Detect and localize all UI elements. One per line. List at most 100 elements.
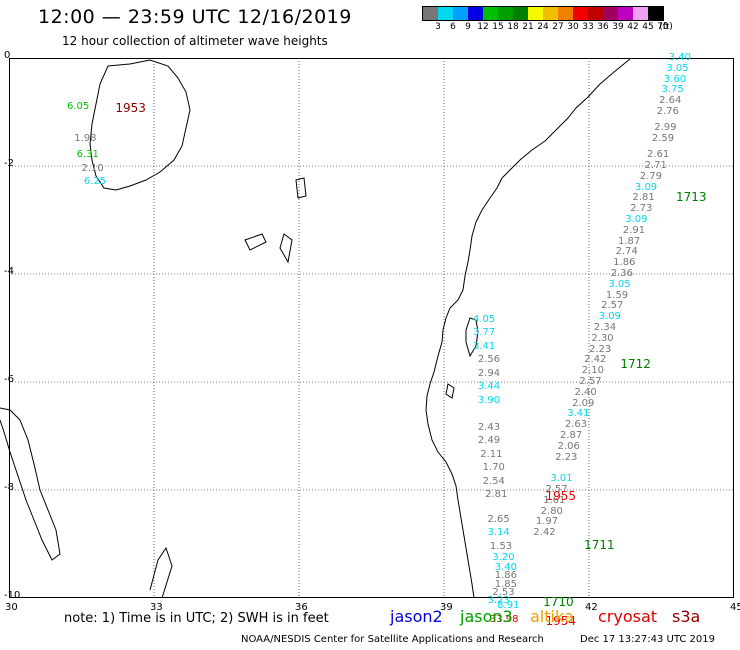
wave-height-value: 2.40: [574, 386, 597, 398]
wave-height-value: 3.40: [668, 52, 692, 63]
lake-manyara: [279, 233, 293, 264]
wave-height-value: 3.09: [625, 214, 648, 225]
lake-eyasi: [244, 233, 267, 251]
colorbar-swatch: [528, 7, 543, 20]
wave-height-value: 2.34: [593, 322, 617, 333]
wave-height-value: 2.61: [647, 149, 670, 161]
lat-tick-label: -10: [4, 590, 21, 601]
colorbar-swatch: [468, 7, 483, 20]
wave-height-value: 3.05: [666, 62, 689, 74]
wave-height-value: 2.43: [477, 421, 501, 433]
colorbar-swatch: [423, 7, 438, 20]
wave-height-value: 2.10: [581, 365, 605, 377]
pass-time-label: 1955: [545, 489, 577, 504]
wave-height-value: 2.71: [644, 160, 667, 171]
colorbar-swatch: [603, 7, 618, 20]
wave-height-value: 2.65: [487, 513, 510, 525]
wave-height-value: 6.05: [67, 100, 90, 112]
colorbar-swatch: [633, 7, 648, 20]
wave-height-value: 2.94: [477, 367, 501, 379]
satellite-cryosat: cryosat: [598, 607, 658, 626]
colorbar-swatch: [573, 7, 588, 20]
colorbar-label: 18: [507, 22, 519, 32]
colorbar-swatch: [453, 7, 468, 20]
colorbar-label: 27: [552, 22, 564, 32]
wave-height-value: 3.60: [663, 73, 687, 85]
lon-tick-label: 36: [295, 602, 308, 613]
wave-height-value: 2.57: [545, 484, 568, 495]
wave-height-value: 33.98: [489, 613, 519, 625]
colorbar-label: 36: [597, 22, 609, 32]
pass-time-label: 1954: [545, 613, 577, 628]
wave-height-value: 1.97: [535, 516, 559, 528]
pass-time-label: 1711: [584, 538, 615, 552]
wave-height-value: 1.98: [74, 133, 97, 144]
wave-height-value: 3.90: [477, 394, 501, 406]
wave-height-value: 2.42: [584, 354, 607, 366]
wave-height-value: 2.79: [639, 170, 663, 182]
pass-time-label: 1713: [676, 189, 707, 204]
colorbar-label: 12: [477, 22, 489, 32]
wave-height-value: 2.36: [610, 268, 634, 279]
wave-height-value: 2.10: [81, 162, 104, 174]
colorbar-swatch: [588, 7, 603, 20]
wave-height-value: 2.42: [533, 527, 556, 539]
colorbar-label: 30: [567, 22, 579, 32]
wave-height-value: 4.05: [473, 313, 496, 325]
wave-height-value: 3.41: [567, 408, 590, 420]
colorbar-swatch: [483, 7, 498, 20]
wave-height-value: 2.73: [630, 203, 653, 215]
wave-height-value: 1.87: [618, 235, 641, 247]
legend-note: note: 1) Time is in UTC; 2) SWH is in fe…: [64, 611, 329, 626]
colorbar-label: 21: [522, 22, 534, 32]
lake-tanganyika: [0, 407, 61, 561]
colorbar-label: 70: [657, 22, 669, 32]
wave-height-value: 3.23: [487, 594, 510, 606]
wave-height-value: 3.44: [477, 381, 501, 393]
wave-height-value: 2.64: [659, 95, 682, 107]
wave-height-value: 2.57: [579, 376, 602, 387]
lake-natron: [295, 177, 307, 199]
lat-tick-label: -6: [4, 374, 14, 385]
lat-tick-label: -8: [4, 482, 14, 493]
wave-height-value: 1.85: [494, 578, 518, 590]
lat-tick-label: -4: [4, 266, 14, 277]
satellite-jason2: jason2: [390, 607, 443, 626]
wave-height-value: 1.86: [494, 570, 518, 582]
map-frame: [9, 58, 734, 598]
colorbar-swatch: [558, 7, 573, 20]
coastline: [0, 58, 631, 599]
lake-rukwa: [149, 546, 173, 599]
wave-height-value: 2.23: [555, 451, 578, 463]
lon-tick-label: 30: [5, 602, 18, 613]
wave-height-value: 2.87: [560, 430, 583, 441]
map-subtitle: 12 hour collection of altimeter wave hei…: [62, 34, 328, 48]
satellite-s3a: s3a: [672, 607, 701, 626]
wave-height-value: 3.77: [473, 327, 496, 339]
wave-height-value: 1.86: [613, 257, 636, 269]
satellite-altika: altika: [530, 607, 574, 626]
colorbar-swatch: [543, 7, 558, 20]
wave-height-value: 2.53: [492, 586, 515, 598]
wave-height-value: 1.70: [482, 462, 505, 474]
colorbar-label: 3: [435, 22, 441, 32]
wave-height-value: 3.05: [608, 278, 631, 290]
lon-tick-label: 39: [440, 602, 453, 613]
lon-tick-label: 45: [730, 602, 740, 613]
wave-height-value: 2.09: [572, 397, 595, 409]
colorbar-label: 15: [492, 22, 504, 32]
wave-height-value: 3.01: [550, 473, 573, 485]
wave-height-value: 2.74: [615, 246, 638, 258]
wave-height-value: 3.40: [494, 562, 518, 574]
east-africa-coast: [425, 58, 631, 599]
wave-height-value: 6.31: [76, 149, 99, 161]
wave-height-value: 3.09: [634, 181, 658, 193]
wave-height-value: 3.14: [487, 527, 510, 539]
lon-tick-label: 42: [585, 602, 598, 613]
wave-height-value: 6.25: [83, 176, 107, 188]
wave-height-value: 2.91: [622, 224, 646, 236]
wave-height-value: 8.91: [497, 600, 520, 612]
wave-height-value: 2.49: [477, 435, 501, 447]
wave-height-value: 1.53: [489, 540, 513, 552]
wave-height-value: 2.56: [477, 354, 501, 366]
